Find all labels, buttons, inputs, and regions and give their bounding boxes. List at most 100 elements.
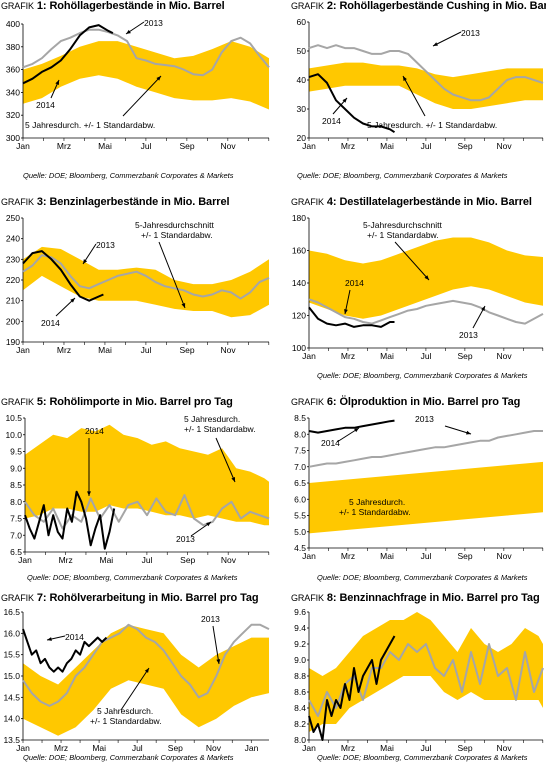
y-tick-label: 140 <box>292 278 306 288</box>
arrow-band <box>402 75 426 117</box>
x-tick-label: Jan <box>16 743 30 753</box>
x-tick-label: Mrz <box>341 551 355 561</box>
x-tick-label: Mrz <box>341 743 355 753</box>
x-tick-label: Sep <box>457 351 472 361</box>
y-tick-label: 9.0 <box>294 655 306 665</box>
x-tick-label: Mai <box>100 555 114 565</box>
chart-title: Grafik 8: Benzinnachfrage in Mio. Barrel… <box>291 592 540 604</box>
y-tick-label: 6.5 <box>10 547 22 557</box>
label-2014: 2014 <box>321 438 340 448</box>
series-2013-line <box>308 44 544 102</box>
y-tick-label: 300 <box>6 133 20 143</box>
band-area <box>309 612 543 732</box>
y-tick-label: 16.5 <box>3 607 20 617</box>
x-tick-label: Sep <box>457 743 472 753</box>
x-tick-label: Mrz <box>341 351 355 361</box>
arrow-2014-head <box>55 80 59 85</box>
x-tick-label: Jan <box>16 345 30 355</box>
series-2014-line <box>24 490 116 550</box>
y-tick-label: 6.0 <box>294 494 306 504</box>
arrow-2013 <box>432 31 462 47</box>
x-tick-label: Jan <box>302 351 316 361</box>
x-tick-label: Mai <box>380 141 394 151</box>
x-tick-label: Mrz <box>341 141 355 151</box>
label-2013: 2013 <box>459 330 478 340</box>
x-tick-label: Jul <box>421 351 432 361</box>
chart-source: Quelle: DOE; Bloomberg, Commerzbank Corp… <box>23 171 234 180</box>
y-tick-label: 8.0 <box>294 429 306 439</box>
label-2014: 2014 <box>322 116 341 126</box>
series-2014-line <box>308 635 396 741</box>
band-area <box>309 461 543 534</box>
y-tick-label: 5.0 <box>294 527 306 537</box>
arrow-band-head <box>181 303 186 308</box>
series-2013-line <box>22 254 270 300</box>
series-2014-line <box>308 73 396 134</box>
series-2013-line <box>308 643 544 717</box>
y-tick-label: 14.5 <box>3 692 20 702</box>
x-tick-label: Sep <box>168 743 183 753</box>
chart-panel-5: Grafik 5: Rohölimporte in Mio. Barrel pr… <box>1 396 272 586</box>
band-area <box>23 624 269 736</box>
y-tick-label: 220 <box>6 275 20 285</box>
y-tick-label: 250 <box>6 213 20 223</box>
chart-title: Grafik 4: Destillatelagerbestände in Mio… <box>291 196 532 208</box>
x-tick-label: Nov <box>221 555 237 565</box>
chart-title: Grafik 2: Rohöllagerbestände Cushing in … <box>291 0 546 12</box>
y-tick-label: 9.5 <box>10 447 22 457</box>
series-2013-line <box>308 298 544 325</box>
y-tick-label: 380 <box>6 42 20 52</box>
x-tick-label: Nov <box>221 345 237 355</box>
y-tick-label: 7.0 <box>10 530 22 540</box>
x-tick-label: Mai <box>380 351 394 361</box>
y-tick-label: 10.5 <box>5 413 22 423</box>
chart-panel-6: Grafik 6: Ölproduktion in Mio. Barrel pr… <box>275 396 546 586</box>
chart-plot-4: 100 120 140 160 180 Jan Mrz Mai Jul Sep Nov 2013 201… <box>292 213 544 361</box>
label-2014: 2014 <box>85 426 104 436</box>
x-tick-label: Jan <box>302 141 316 151</box>
x-tick-label: Jul <box>421 743 432 753</box>
arrow-2014-head <box>344 309 348 314</box>
y-tick-label: 4.5 <box>294 543 306 553</box>
series-2014-line <box>22 628 108 673</box>
chart-title: Grafik 3: Benzinlagerbestände in Mio. Ba… <box>1 196 230 208</box>
x-tick-label: Nov <box>497 141 513 151</box>
arrow-2013-head <box>216 659 221 664</box>
x-tick-label: Mai <box>98 345 112 355</box>
y-tick-label: 60 <box>297 17 307 27</box>
band-label: 5-Jahresdurchschnitt <box>135 220 215 230</box>
x-tick-label: Nov <box>221 141 237 151</box>
y-tick-label: 120 <box>292 311 306 321</box>
y-tick-label: 7.5 <box>294 446 306 456</box>
arrow-2013-head <box>206 522 211 527</box>
band-label: +/- 1 Standardabw. <box>90 716 162 726</box>
x-tick-label: Mrz <box>54 743 68 753</box>
arrow-band <box>215 437 236 483</box>
y-tick-label: 100 <box>292 343 306 353</box>
label-2013: 2013 <box>415 414 434 424</box>
series-2014-line <box>308 419 395 434</box>
y-tick-label: 5.5 <box>294 511 306 521</box>
y-tick-label: 20 <box>297 133 307 143</box>
arrow-2013-head <box>433 42 438 46</box>
arrow-band <box>394 241 430 281</box>
series-2013-line <box>22 28 270 77</box>
y-tick-label: 9.2 <box>294 639 306 649</box>
x-tick-label: Mai <box>380 551 394 561</box>
y-tick-label: 400 <box>6 19 20 29</box>
y-tick-label: 160 <box>292 246 306 256</box>
y-tick-label: 15.0 <box>3 671 20 681</box>
y-tick-label: 190 <box>6 337 20 347</box>
y-tick-label: 240 <box>6 234 20 244</box>
chart-panel-7: Grafik 7: Rohölverarbeitung in Mio. Barr… <box>1 592 272 763</box>
x-tick-label: Jan <box>16 141 30 151</box>
arrow-2014-head <box>354 428 359 433</box>
arrow-band-head <box>231 477 235 482</box>
y-tick-label: 8.6 <box>294 687 306 697</box>
x-tick-label: Mai <box>92 743 106 753</box>
y-tick-label: 14.0 <box>3 714 20 724</box>
y-tick-label: 210 <box>6 296 20 306</box>
y-tick-label: 9.6 <box>294 607 306 617</box>
x-tick-label: Jul <box>141 141 152 151</box>
y-tick-label: 40 <box>297 75 307 85</box>
